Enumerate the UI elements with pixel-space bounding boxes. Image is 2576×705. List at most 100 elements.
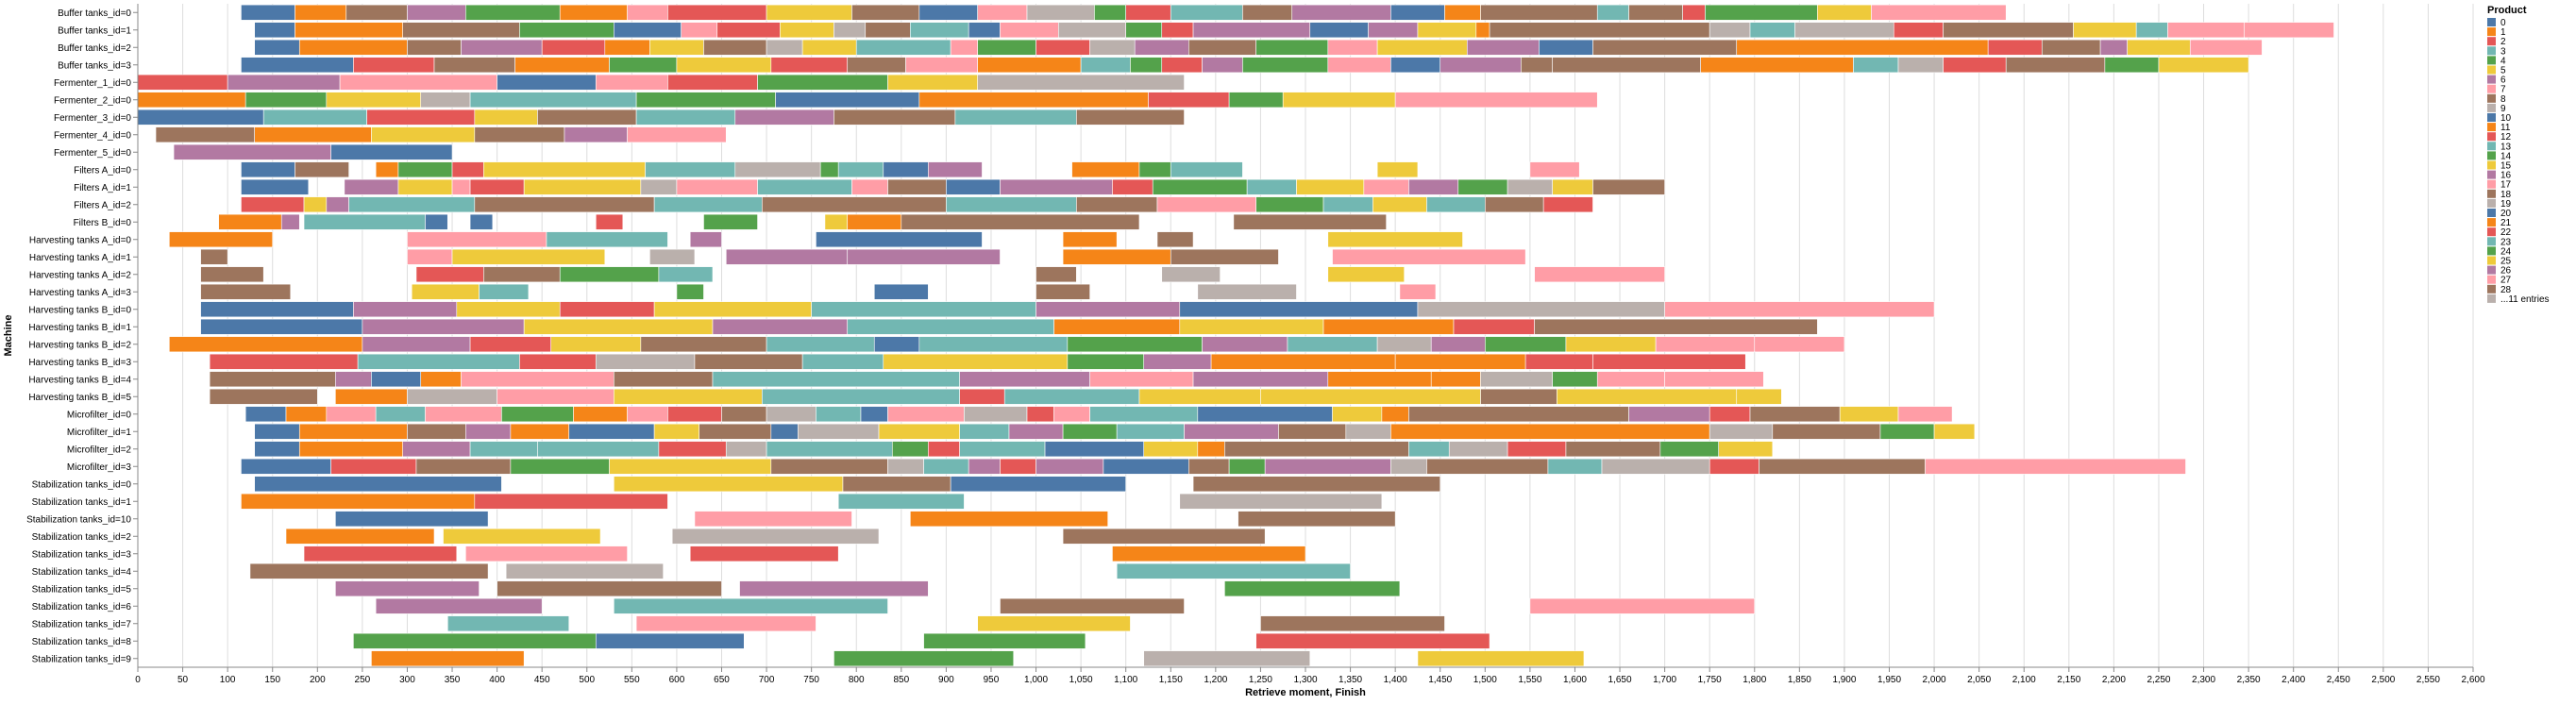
task-bar-34-2[interactable] [1000,597,1185,614]
task-bar-4-1[interactable] [227,74,341,91]
task-bar-18-4[interactable] [847,318,1054,335]
task-bar-26-6[interactable] [887,458,924,475]
task-bar-4-6[interactable] [757,74,888,91]
task-bar-24-21[interactable] [1879,423,1935,440]
task-bar-0-19[interactable] [1444,4,1481,21]
task-bar-2-20[interactable] [1466,39,1540,56]
task-bar-11-15[interactable] [1542,196,1593,213]
task-bar-12-9[interactable] [901,213,1140,230]
task-bar-23-19[interactable] [1332,406,1383,423]
task-bar-29-2[interactable] [910,511,1108,528]
task-bar-30-1[interactable] [443,528,601,545]
task-bar-2-27[interactable] [2127,39,2191,56]
task-bar-13-0[interactable] [169,231,274,248]
task-bar-24-14[interactable] [1116,423,1185,440]
task-bar-2-12[interactable] [977,39,1036,56]
task-bar-0-14[interactable] [1125,4,1171,21]
task-bar-23-25[interactable] [1839,406,1899,423]
task-bar-11-8[interactable] [1076,196,1158,213]
task-bar-10-10[interactable] [887,178,947,195]
task-bar-17-8[interactable] [1417,301,1665,318]
task-bar-1-22[interactable] [1709,22,1751,39]
task-bar-10-8[interactable] [757,178,852,195]
task-bar-9-14[interactable] [1170,161,1243,178]
task-bar-1-23[interactable] [1749,22,1795,39]
task-bar-21-8[interactable] [1089,371,1194,388]
task-bar-31-1[interactable] [465,546,628,562]
task-bar-4-8[interactable] [977,74,1185,91]
task-bar-19-15[interactable] [1655,336,1756,353]
task-bar-33-1[interactable] [497,580,722,597]
task-bar-15-0[interactable] [200,266,264,283]
task-bar-7-0[interactable] [155,126,255,143]
task-bar-1-19[interactable] [1417,22,1477,39]
task-bar-6-0[interactable] [137,109,264,126]
task-bar-3-20[interactable] [1700,57,1854,74]
task-bar-32-0[interactable] [249,562,489,579]
task-bar-12-1[interactable] [280,213,300,230]
task-bar-23-6[interactable] [573,406,628,423]
task-bar-27-1[interactable] [614,476,844,493]
task-bar-20-3[interactable] [595,353,696,370]
task-bar-27-2[interactable] [842,476,951,493]
task-bar-2-25[interactable] [2041,39,2101,56]
task-bar-6-3[interactable] [474,109,538,126]
task-bar-24-5[interactable] [568,423,655,440]
task-bar-32-1[interactable] [505,562,664,579]
task-bar-24-10[interactable] [878,423,960,440]
task-bar-24-18[interactable] [1390,423,1710,440]
task-bar-20-9[interactable] [1210,353,1396,370]
task-bar-4-7[interactable] [887,74,978,91]
task-bar-26-16[interactable] [1426,458,1549,475]
task-bar-36-3[interactable] [1255,632,1490,649]
task-bar-9-7[interactable] [734,161,821,178]
task-bar-10-17[interactable] [1363,178,1409,195]
task-bar-23-26[interactable] [1897,406,1953,423]
task-bar-10-7[interactable] [676,178,758,195]
task-bar-23-9[interactable] [721,406,767,423]
task-bar-3-19[interactable] [1552,57,1701,74]
task-bar-1-18[interactable] [1368,22,1419,39]
task-bar-17-5[interactable] [811,301,1036,318]
task-bar-25-8[interactable] [891,441,929,458]
task-bar-20-5[interactable] [801,353,884,370]
task-bar-3-17[interactable] [1440,57,1522,74]
task-bar-34-3[interactable] [1529,597,1756,614]
task-bar-31-3[interactable] [1112,546,1306,562]
task-bar-36-0[interactable] [353,632,597,649]
task-bar-27-3[interactable] [950,476,1126,493]
task-bar-25-4[interactable] [537,441,660,458]
task-bar-29-1[interactable] [694,511,852,528]
task-bar-20-7[interactable] [1067,353,1145,370]
task-bar-10-5[interactable] [523,178,642,195]
task-bar-1-2[interactable] [402,22,520,39]
task-bar-2-22[interactable] [1592,39,1738,56]
task-bar-23-17[interactable] [1089,406,1199,423]
task-bar-19-6[interactable] [873,336,920,353]
task-bar-26-7[interactable] [923,458,969,475]
task-bar-24-2[interactable] [407,423,466,440]
task-bar-31-2[interactable] [689,546,839,562]
task-bar-0-24[interactable] [1705,4,1818,21]
task-bar-23-1[interactable] [285,406,328,423]
task-bar-11-0[interactable] [241,196,305,213]
task-bar-21-7[interactable] [959,371,1090,388]
task-bar-21-12[interactable] [1480,371,1553,388]
task-bar-23-24[interactable] [1749,406,1841,423]
task-bar-24-7[interactable] [699,423,772,440]
task-bar-20-1[interactable] [357,353,520,370]
task-bar-1-15[interactable] [1161,22,1194,39]
task-bar-11-1[interactable] [303,196,328,213]
task-bar-11-4[interactable] [474,196,655,213]
task-bar-13-4[interactable] [816,231,983,248]
task-bar-6-9[interactable] [1076,109,1185,126]
task-bar-16-6[interactable] [1197,283,1297,300]
task-bar-0-7[interactable] [667,4,767,21]
task-bar-3-1[interactable] [353,57,435,74]
task-bar-1-10[interactable] [910,22,969,39]
task-bar-27-4[interactable] [1192,476,1441,493]
task-bar-16-4[interactable] [873,283,929,300]
task-bar-18-2[interactable] [523,318,714,335]
task-bar-17-1[interactable] [353,301,458,318]
task-bar-11-3[interactable] [348,196,476,213]
